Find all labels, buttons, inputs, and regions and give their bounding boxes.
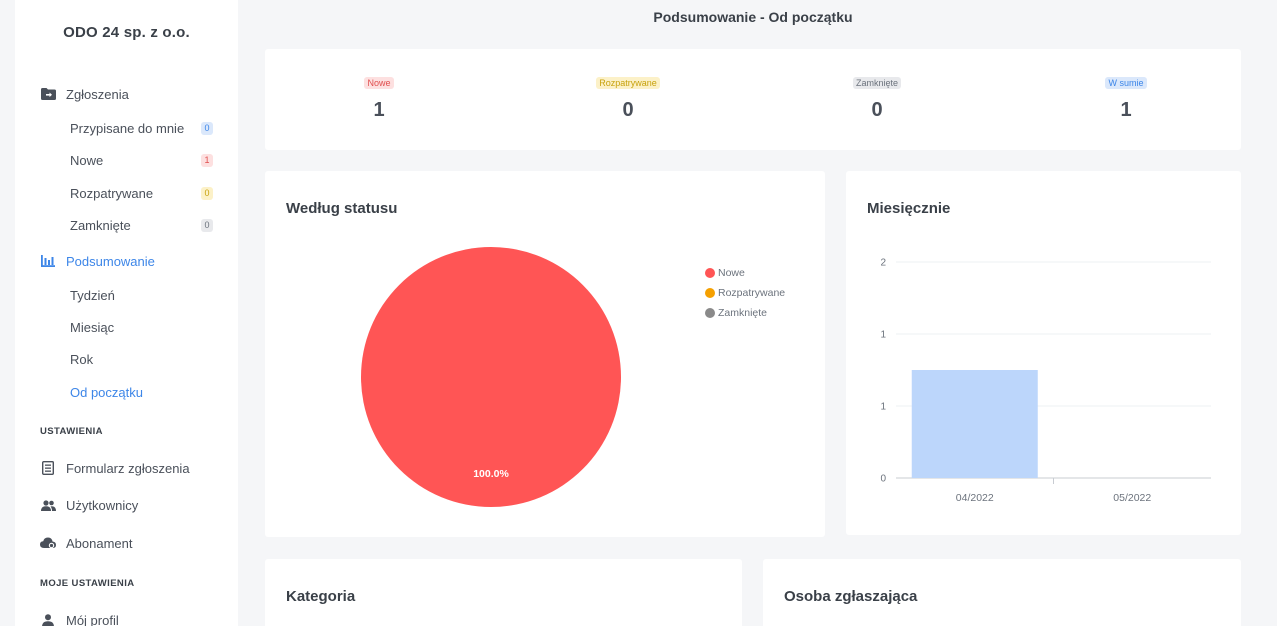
- count-badge: 0: [201, 122, 213, 135]
- reporter-card: Osoba zgłaszająca: [763, 559, 1241, 626]
- sidebar-item-summary-label: Podsumowanie: [66, 253, 155, 269]
- pie-slice-nowe[interactable]: [361, 247, 621, 507]
- cloud-icon: [40, 535, 56, 551]
- sidebar-item-label: Użytkownicy: [66, 497, 139, 513]
- sidebar-item-summary[interactable]: Podsumowanie: [40, 253, 155, 269]
- sidebar-item-label: Tydzień: [70, 288, 115, 303]
- legend-item-rozpatrywane[interactable]: Rozpatrywane: [705, 283, 785, 303]
- company-name: ODO 24 sp. z o.o.: [63, 24, 190, 41]
- count-badge: 0: [201, 219, 213, 232]
- sidebar-item-label: Rok: [70, 352, 94, 367]
- legend-item-zamknięte[interactable]: Zamknięte: [705, 303, 785, 323]
- folder-icon: [40, 86, 56, 102]
- sidebar-item-ticket-form[interactable]: Formularz zgłoszenia: [40, 460, 190, 476]
- legend-swatch: [705, 308, 715, 318]
- y-tick-label: 1: [880, 330, 886, 341]
- stat-total: W sumie 1: [1066, 73, 1186, 122]
- stat-value-total: 1: [1120, 99, 1132, 121]
- my-settings-section-title: MOJE USTAWIENIA: [40, 578, 135, 589]
- status-badge-in-review: Rozpatrywane: [596, 77, 660, 89]
- legend-swatch: [705, 268, 715, 278]
- category-card: Kategoria: [265, 559, 742, 626]
- sidebar-item-new[interactable]: Nowe 1: [70, 153, 213, 168]
- page-title: Podsumowanie - Od początku: [653, 9, 853, 25]
- legend-label: Zamknięte: [718, 307, 768, 319]
- legend-label: Rozpatrywane: [718, 287, 786, 299]
- sidebar-item-label: Miesiąc: [70, 320, 115, 335]
- stat-new: Nowe 1: [319, 73, 439, 122]
- status-badge-closed: Zamknięte: [852, 77, 902, 89]
- sidebar-item-label: Nowe: [70, 153, 104, 168]
- stat-value-new: 1: [373, 99, 385, 121]
- legend-label: Nowe: [718, 267, 745, 279]
- y-tick-label: 2: [880, 258, 886, 269]
- stat-value-in-review: 0: [622, 99, 634, 121]
- sidebar-item-assigned-to-me[interactable]: Przypisane do mnie 0: [70, 121, 213, 136]
- x-tick-label: 05/2022: [1113, 492, 1151, 504]
- monthly-bar-chart: 0 1 1 2 04/2022 05/2022: [880, 258, 1211, 504]
- sidebar-item-month[interactable]: Miesiąc: [70, 320, 213, 335]
- bar-04-2022[interactable]: [911, 370, 1038, 478]
- settings-section-title: USTAWIENIA: [40, 426, 103, 437]
- sidebar-item-label: Formularz zgłoszenia: [66, 460, 190, 476]
- sidebar-item-since-start[interactable]: Od początku: [70, 385, 213, 400]
- sidebar-item-label: Zamknięte: [70, 218, 131, 233]
- sidebar-item-label: Przypisane do mnie: [70, 121, 185, 136]
- sidebar-item-week[interactable]: Tydzień: [70, 288, 213, 303]
- sidebar-item-closed[interactable]: Zamknięte 0: [70, 218, 213, 233]
- stat-closed: Zamknięte 0: [817, 73, 937, 122]
- reporter-card-title: Osoba zgłaszająca: [784, 588, 918, 605]
- sidebar-item-subscription[interactable]: Abonament: [40, 535, 133, 551]
- sidebar-item-label: Mój profil: [66, 612, 119, 626]
- legend-item-nowe[interactable]: Nowe: [705, 263, 785, 283]
- status-pie-chart: 100.0%: [361, 247, 621, 507]
- sidebar-item-users[interactable]: Użytkownicy: [40, 497, 138, 513]
- category-card-title: Kategoria: [286, 588, 356, 605]
- y-tick-label: 0: [880, 474, 886, 485]
- legend-swatch: [705, 288, 715, 298]
- sidebar-item-label: Abonament: [66, 535, 133, 551]
- monthly-chart-title: Miesięcznie: [867, 200, 951, 217]
- status-badge-new: Nowe: [364, 77, 394, 89]
- status-chart-title: Według statusu: [286, 200, 398, 217]
- stat-in-review: Rozpatrywane 0: [568, 73, 688, 122]
- status-chart-legend: Nowe Rozpatrywane Zamknięte: [705, 263, 785, 323]
- stat-value-closed: 0: [871, 99, 883, 121]
- status-chart-card: Według statusu 100.0% Nowe Rozpatrywane Za…: [265, 171, 825, 537]
- sidebar-item-tickets[interactable]: Zgłoszenia: [40, 86, 129, 102]
- count-badge: 0: [201, 187, 213, 200]
- pie-data-label: 100.0%: [473, 468, 509, 480]
- bar-chart-icon: [40, 253, 56, 269]
- sidebar-item-in-review[interactable]: Rozpatrywane 0: [70, 186, 213, 201]
- sidebar-item-my-profile[interactable]: Mój profil: [40, 612, 119, 626]
- user-icon: [40, 612, 56, 626]
- users-icon: [40, 497, 56, 513]
- monthly-chart-card: Miesięcznie 0 1 1 2 04/2022 05/2022: [846, 171, 1241, 535]
- form-icon: [40, 460, 56, 476]
- sidebar-item-year[interactable]: Rok: [70, 352, 213, 367]
- sidebar-item-label: Rozpatrywane: [70, 186, 154, 201]
- y-tick-label: 1: [880, 402, 886, 413]
- status-badge-total: W sumie: [1105, 77, 1147, 89]
- x-tick-label: 04/2022: [956, 492, 994, 504]
- sidebar-item-label: Od początku: [70, 385, 143, 400]
- sidebar: ODO 24 sp. z o.o. Zgłoszenia Przypisane …: [15, 0, 238, 626]
- sidebar-item-tickets-label: Zgłoszenia: [66, 86, 129, 102]
- stats-card: Nowe 1 Rozpatrywane 0 Zamknięte 0 W sumi…: [265, 49, 1241, 150]
- count-badge: 1: [201, 154, 213, 167]
